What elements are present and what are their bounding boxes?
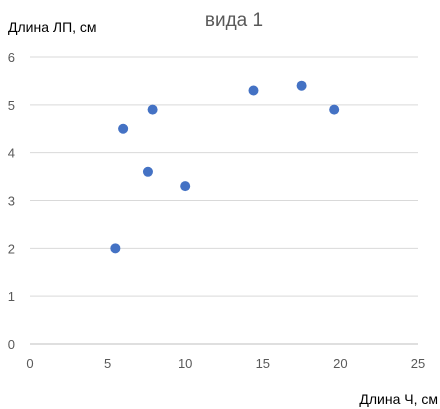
y-tick-label: 1 [8,289,15,304]
x-tick-label: 20 [333,356,347,371]
data-point-2 [118,123,129,134]
y-axis-title: Длина ЛП, см [8,19,97,35]
data-point-8 [329,104,340,115]
y-tick-label: 2 [8,241,15,256]
data-point-5 [180,181,191,192]
y-tick-label: 6 [8,50,15,65]
tick-labels: 0 1 2 3 4 5 6 0 5 10 15 20 25 [8,50,425,371]
x-tick-label: 15 [256,356,270,371]
grid-lines [30,56,418,297]
y-tick-label: 3 [8,194,15,209]
y-tick-label: 0 [8,337,15,352]
x-axis-title: Длина Ч, см [359,391,438,407]
x-tick-label: 0 [26,356,33,371]
data-point-3 [142,166,153,177]
x-tick-label: 10 [178,356,192,371]
y-tick-label: 4 [8,146,15,161]
data-point-1 [110,243,121,254]
data-point-6 [248,85,259,96]
chart-title: вида 1 [205,10,263,31]
data-point-7 [296,80,307,91]
data-point-4 [147,104,158,115]
data-points [110,80,340,254]
x-tick-label: 25 [411,356,425,371]
y-tick-label: 5 [8,98,15,113]
x-tick-label: 5 [104,356,111,371]
